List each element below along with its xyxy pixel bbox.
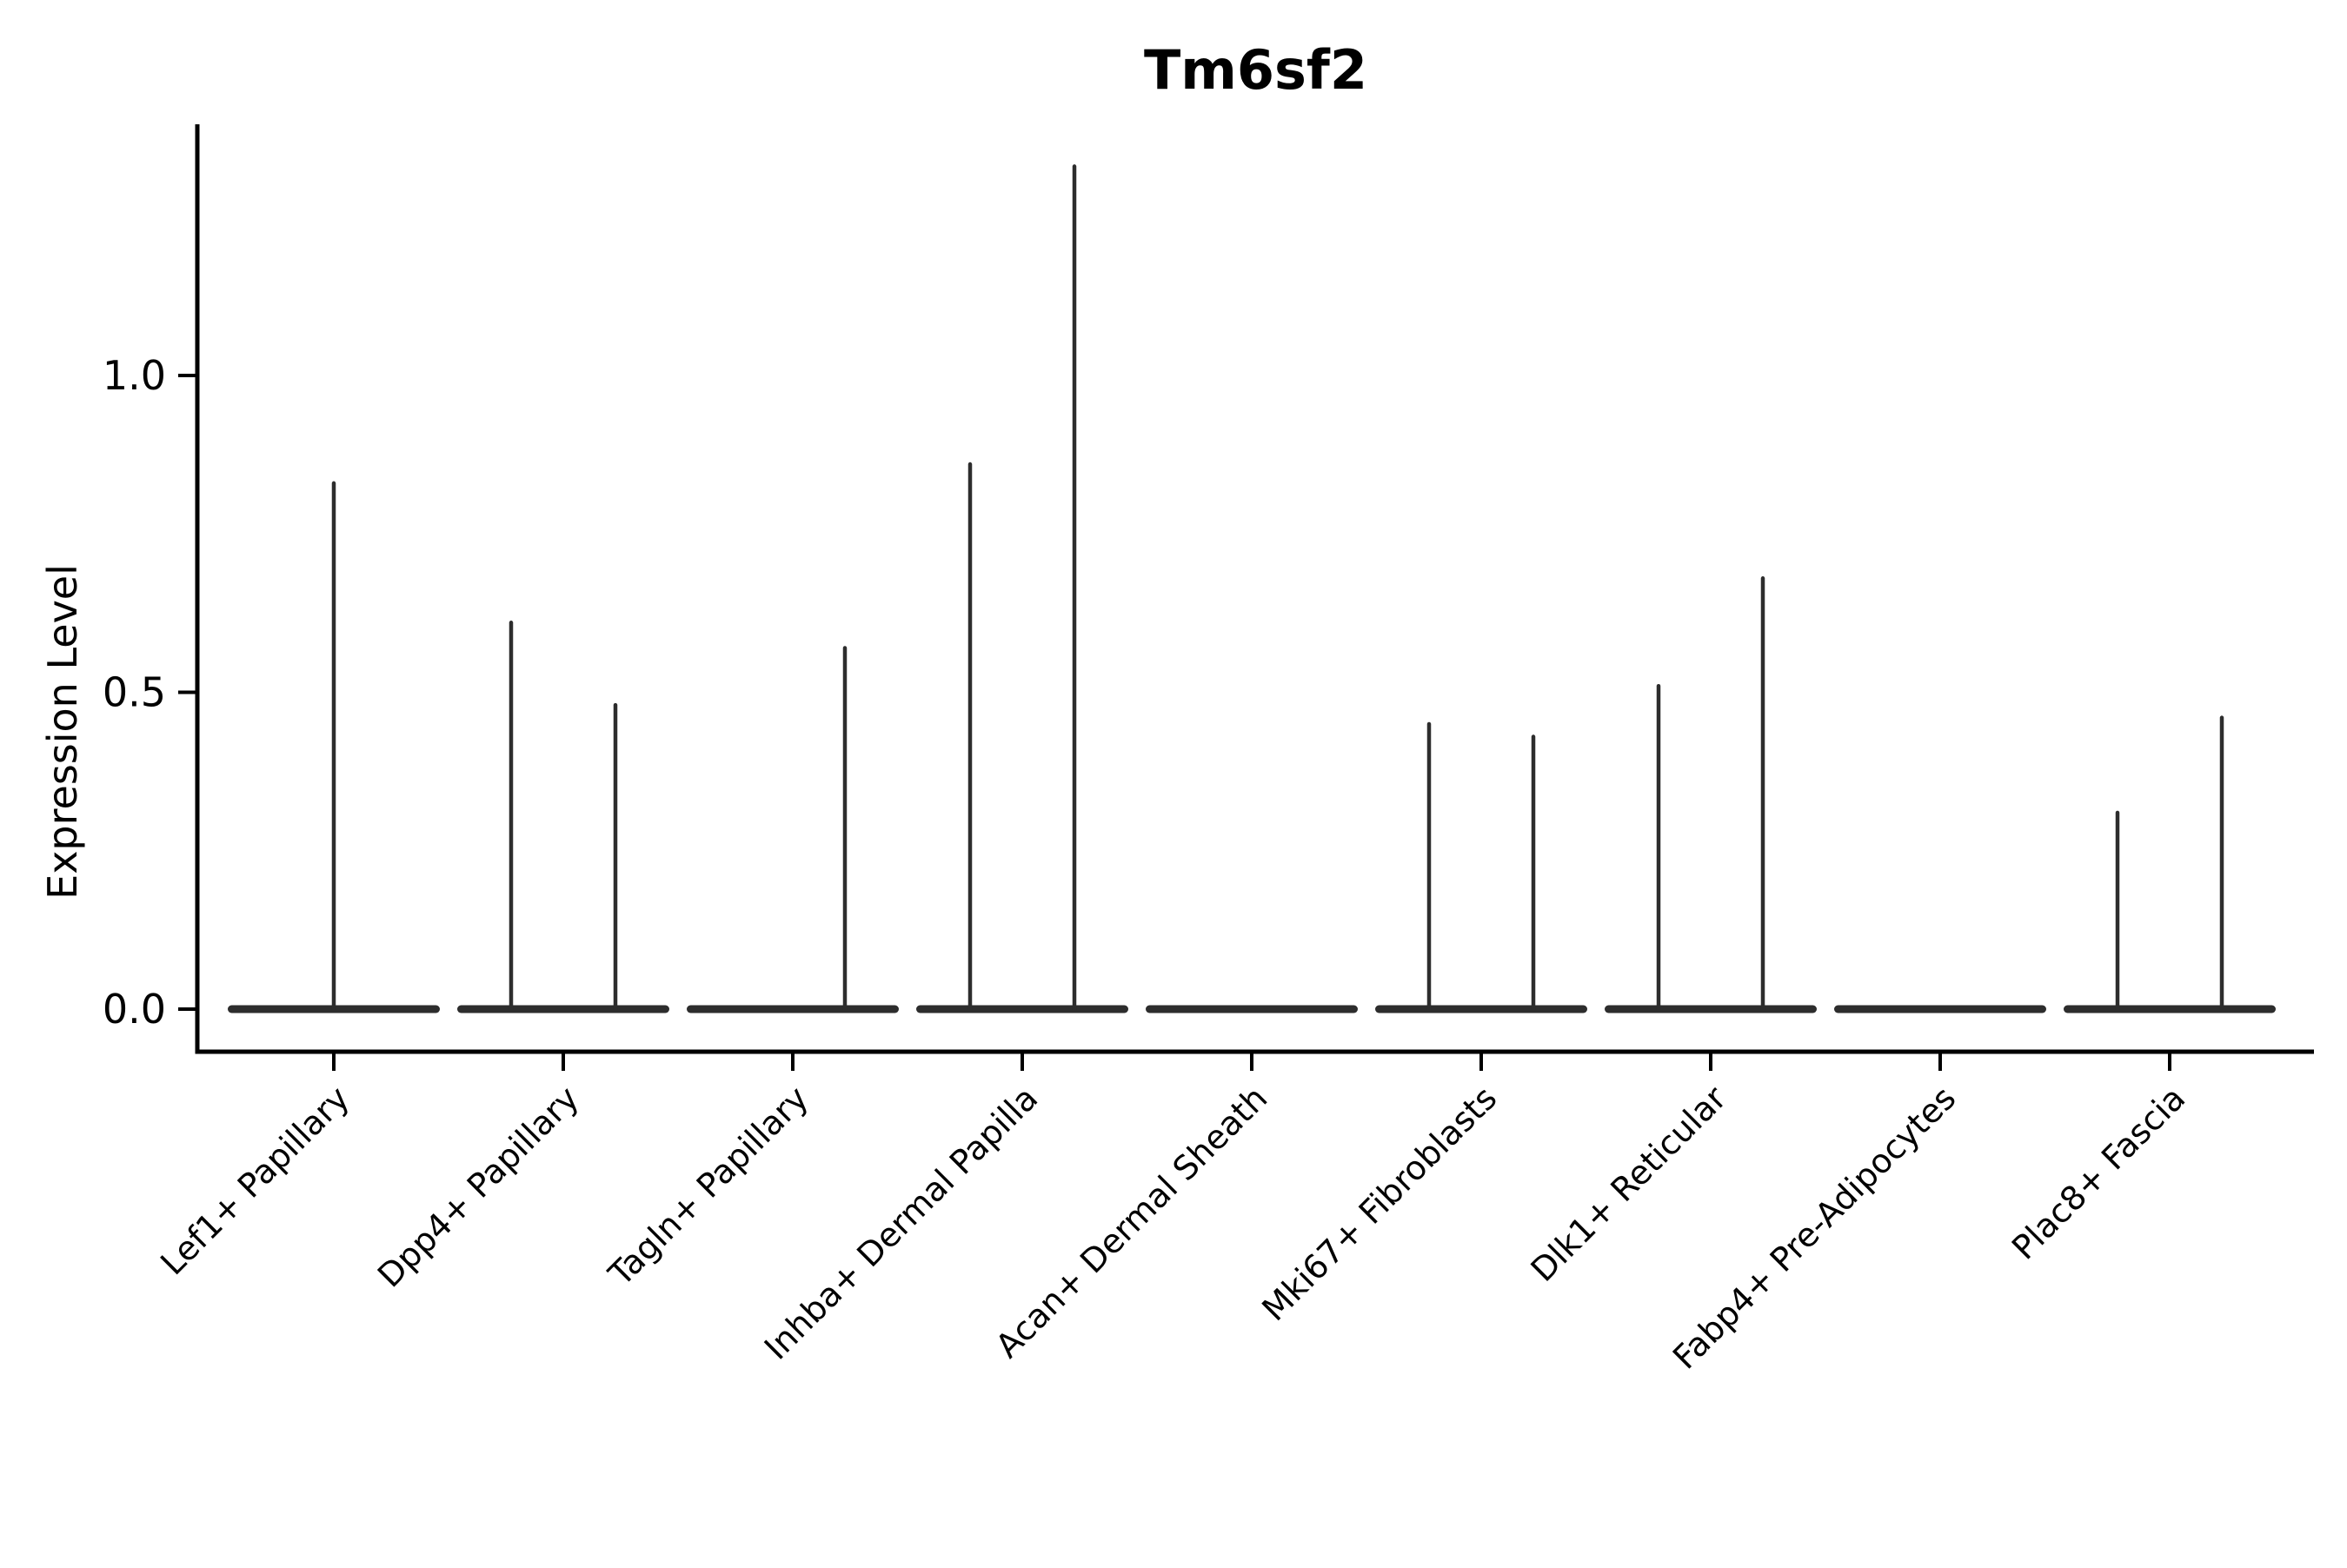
x-tick-label: Dlk1+ Reticular bbox=[1524, 1079, 1734, 1289]
y-tick-label: 1.0 bbox=[103, 352, 166, 399]
chart-title: Tm6sf2 bbox=[1143, 38, 1368, 102]
x-tick-label: Tagln+ Papillary bbox=[601, 1079, 815, 1293]
y-tick-label: 0.0 bbox=[103, 986, 166, 1033]
x-tick-label: Mki67+ Fibroblasts bbox=[1254, 1079, 1504, 1328]
violin-baseline bbox=[1146, 1005, 1358, 1013]
violin-baseline bbox=[687, 1005, 899, 1013]
violin-baseline bbox=[2064, 1005, 2276, 1013]
x-tick-label: Plac8+ Fascia bbox=[2005, 1079, 2192, 1266]
violin-baseline bbox=[916, 1005, 1128, 1013]
y-tick-label: 0.5 bbox=[103, 669, 166, 716]
x-tick-label: Acan+ Dermal Sheath bbox=[988, 1079, 1274, 1365]
violin-baseline bbox=[1834, 1005, 2046, 1013]
violin-baseline bbox=[1605, 1005, 1817, 1013]
y-axis-label: Expression Level bbox=[39, 564, 86, 900]
x-tick-label: Dpp4+ Papillary bbox=[370, 1079, 586, 1294]
violin-baseline bbox=[457, 1005, 669, 1013]
x-tick-label: Lef1+ Papillary bbox=[153, 1079, 356, 1282]
violin-baseline bbox=[1375, 1005, 1587, 1013]
